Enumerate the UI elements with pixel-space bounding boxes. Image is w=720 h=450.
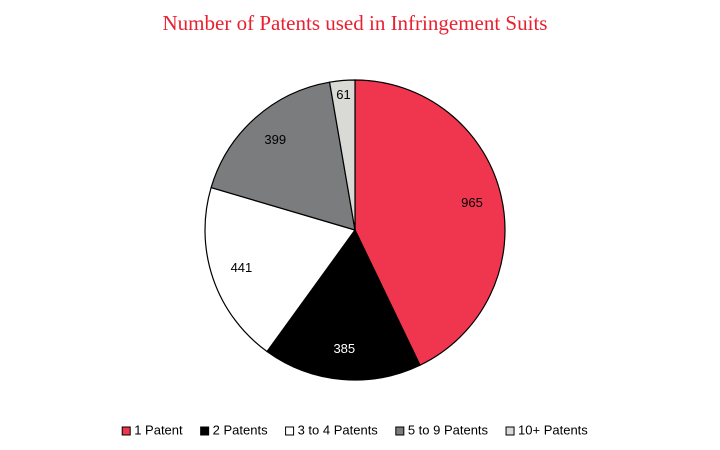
legend-label: 2 Patents: [213, 422, 268, 437]
legend-marker: [201, 427, 209, 435]
data-label: 61: [336, 87, 350, 102]
data-label: 399: [264, 132, 286, 147]
legend-marker: [286, 427, 294, 435]
chart-title: Number of Patents used in Infringement S…: [163, 11, 548, 35]
data-label: 385: [333, 341, 355, 356]
legend-marker: [506, 427, 514, 435]
data-label: 441: [231, 260, 253, 275]
legend-marker: [122, 427, 130, 435]
data-label: 965: [461, 195, 483, 210]
legend-label: 5 to 9 Patents: [408, 422, 489, 437]
legend-label: 10+ Patents: [518, 422, 588, 437]
legend-marker: [396, 427, 404, 435]
legend-label: 1 Patent: [134, 422, 183, 437]
legend-label: 3 to 4 Patents: [298, 422, 379, 437]
